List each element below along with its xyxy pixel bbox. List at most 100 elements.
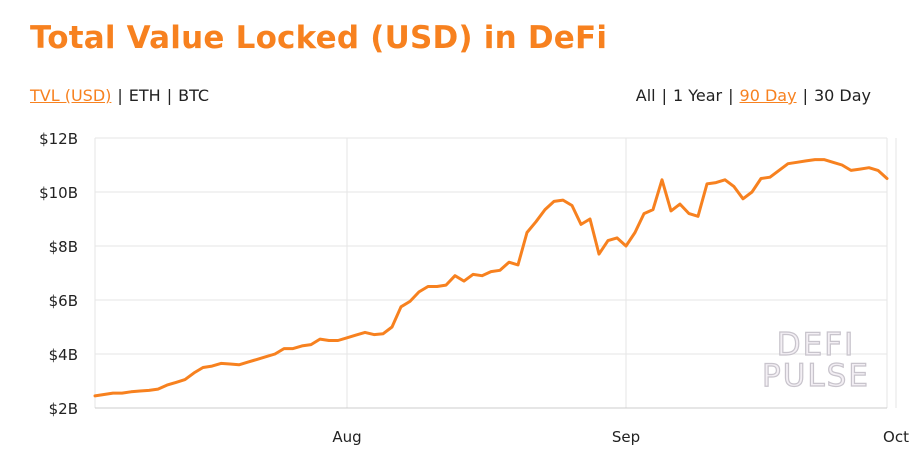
data-point (885, 177, 889, 181)
data-point (705, 182, 709, 186)
data-point (390, 325, 394, 329)
y-tick-label: $6B (49, 292, 78, 310)
data-point (111, 391, 115, 395)
data-point (741, 197, 745, 201)
range-90-day[interactable]: 90 Day (739, 86, 797, 105)
data-point (525, 231, 529, 235)
separator: | (802, 86, 808, 105)
data-point (93, 394, 97, 398)
data-point (759, 177, 763, 181)
data-point (570, 204, 574, 208)
data-point (804, 159, 808, 163)
unit-toggle: TVL (USD) | ETH | BTC (30, 86, 209, 105)
data-point (597, 252, 601, 256)
data-point (867, 166, 871, 170)
data-point (129, 390, 133, 394)
data-point (561, 198, 565, 202)
data-point (669, 209, 673, 213)
range-30-day[interactable]: 30 Day (813, 86, 871, 105)
data-point (840, 163, 844, 167)
data-point (255, 357, 259, 361)
toggle-btc[interactable]: BTC (178, 86, 210, 105)
data-point (552, 199, 556, 203)
data-point (471, 272, 475, 276)
data-point (417, 290, 421, 294)
data-point (777, 168, 781, 172)
range-toggle: All | 1 Year | 90 Day | 30 Day (636, 86, 871, 105)
data-point (426, 285, 430, 289)
data-point (102, 393, 106, 397)
data-point (147, 388, 151, 392)
data-point (192, 371, 196, 375)
data-point (462, 279, 466, 283)
data-point (291, 347, 295, 351)
x-tick-label: Aug (332, 428, 361, 446)
data-point (534, 220, 538, 224)
axes: $2B $4B $6B $8B $10B $12B Aug Sep Oct (39, 130, 909, 446)
separator: | (166, 86, 173, 105)
data-point (219, 361, 223, 365)
data-point (237, 363, 241, 367)
data-point (345, 336, 349, 340)
watermark-line-2: PULSE (761, 358, 870, 394)
data-point (174, 380, 178, 384)
data-point (822, 158, 826, 162)
data-point (363, 330, 367, 334)
data-point (408, 299, 412, 303)
toggle-eth[interactable]: ETH (128, 86, 161, 105)
data-point (642, 212, 646, 216)
data-point (678, 202, 682, 206)
range-all[interactable]: All (635, 86, 656, 105)
data-point (831, 160, 835, 164)
data-point (246, 360, 250, 364)
y-tick-label: $12B (39, 130, 78, 148)
data-point (327, 339, 331, 343)
data-point (849, 168, 853, 172)
data-point (489, 270, 493, 274)
data-point (516, 263, 520, 267)
data-point (696, 214, 700, 218)
separator: | (661, 86, 667, 105)
data-point (120, 391, 124, 395)
data-point (273, 352, 277, 356)
data-point (858, 167, 862, 171)
data-point (435, 285, 439, 289)
data-point (201, 366, 205, 370)
data-point (228, 362, 232, 366)
separator: | (728, 86, 734, 105)
data-point (588, 217, 592, 221)
data-point (480, 274, 484, 278)
data-point (813, 158, 817, 162)
data-point (606, 239, 610, 243)
data-point (444, 283, 448, 287)
range-1-year[interactable]: 1 Year (672, 86, 723, 105)
defi-pulse-watermark: DEFI PULSE (756, 327, 876, 394)
data-point (876, 168, 880, 172)
data-point (210, 364, 214, 368)
data-point (768, 175, 772, 179)
chart-title: Total Value Locked (USD) in DeFi (30, 20, 608, 56)
data-point (624, 244, 628, 248)
data-point (309, 343, 313, 347)
data-point (165, 383, 169, 387)
data-point (138, 389, 142, 393)
data-point (723, 178, 727, 182)
data-point (381, 332, 385, 336)
data-point (651, 208, 655, 212)
toggle-tvl-usd[interactable]: TVL (USD) (30, 86, 112, 105)
data-point (498, 268, 502, 272)
data-point (633, 231, 637, 235)
data-point (354, 333, 358, 337)
series (93, 158, 889, 398)
x-tick-label: Oct (883, 428, 909, 446)
data-point (750, 190, 754, 194)
data-point (615, 236, 619, 240)
data-point (786, 162, 790, 166)
data-point (372, 333, 376, 337)
watermark-line-1: DEFI (776, 327, 856, 363)
data-point (795, 160, 799, 164)
y-tick-label: $8B (49, 238, 78, 256)
x-tick-label: Sep (612, 428, 640, 446)
data-point (399, 305, 403, 309)
data-point (336, 339, 340, 343)
